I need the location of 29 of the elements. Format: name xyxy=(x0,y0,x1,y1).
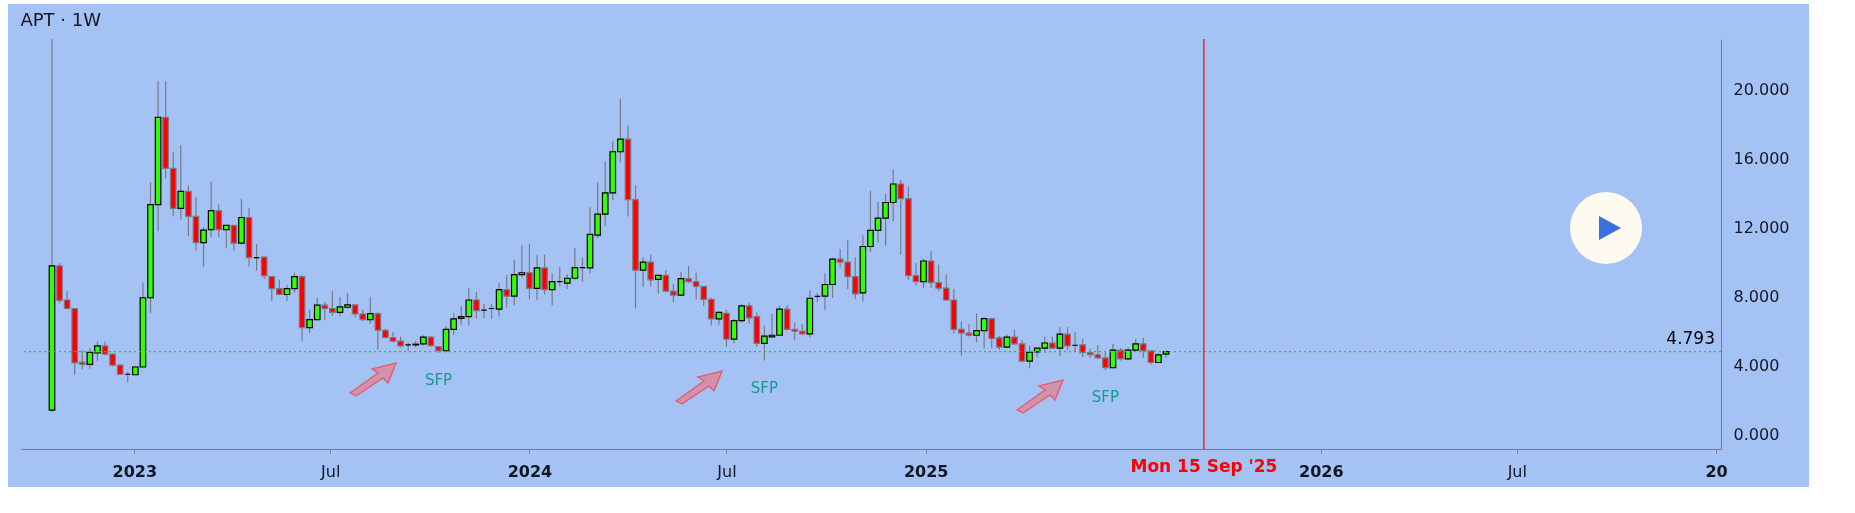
x-tick-label: Jul xyxy=(716,461,737,481)
x-tick-label: 2024 xyxy=(507,461,553,481)
y-tick-label: 0.000 xyxy=(1733,424,1780,444)
x-tick-label: 2026 xyxy=(1299,461,1344,481)
y-tick-label: 20.000 xyxy=(1733,79,1790,99)
annotation: SFP xyxy=(1091,388,1119,407)
candlestick xyxy=(215,203,223,238)
y-tick-label: 4.000 xyxy=(1733,355,1780,375)
candlestick xyxy=(260,254,268,280)
candlestick xyxy=(647,254,655,287)
candlestick xyxy=(473,291,480,320)
annotation: SFP xyxy=(750,378,778,397)
annotation: SFP xyxy=(424,371,453,390)
x-tick-label: 2025 xyxy=(903,461,949,481)
x-tick-label: Jul xyxy=(320,461,341,481)
x-tick-label: Jul xyxy=(1506,461,1527,481)
x-tick-label: 2023 xyxy=(112,461,158,481)
candlestick xyxy=(503,274,511,309)
ref-line-label: Mon 15 Sep '25 xyxy=(1130,456,1278,476)
candlestick xyxy=(230,224,238,252)
ref-line-label: 4.793 xyxy=(1666,327,1715,348)
x-tick-label: 20 xyxy=(1705,461,1728,481)
candlestick xyxy=(541,254,548,296)
candlestick xyxy=(526,242,533,300)
y-tick-label: 8.000 xyxy=(1733,286,1780,306)
y-tick-label: 16.000 xyxy=(1733,148,1790,168)
candlestick xyxy=(1064,326,1071,351)
y-tick-label: 12.000 xyxy=(1733,217,1790,237)
chart-title: APT · 1W xyxy=(20,9,102,31)
